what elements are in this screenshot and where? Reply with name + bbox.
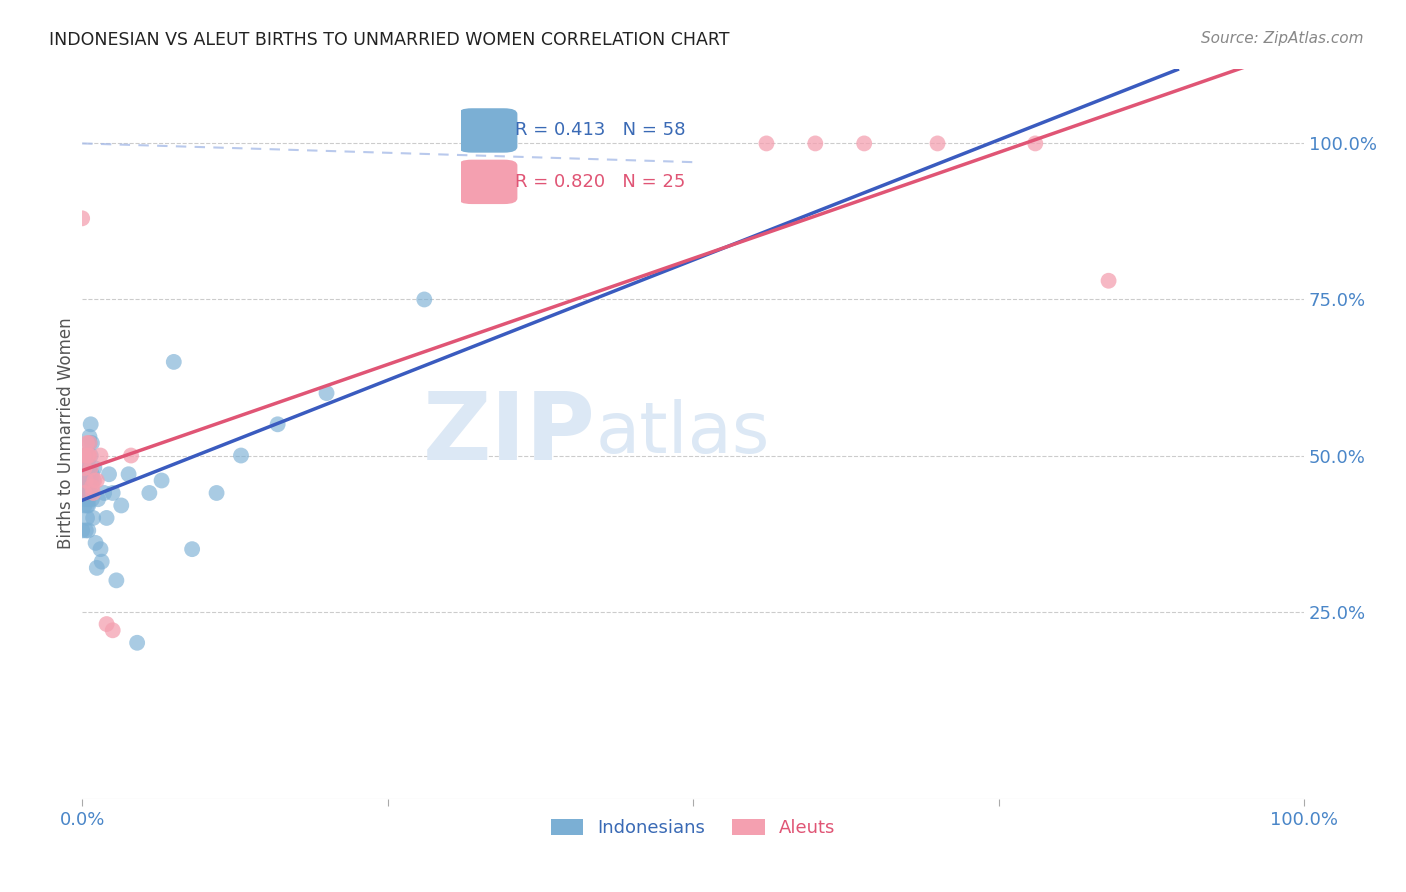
Point (75, 486, 97, 500)
Point (75, 449, 97, 463)
Point (80, 492, 103, 507)
Point (86, 561, 108, 575)
Point (80, 467, 103, 482)
Point (1097, 274, 1119, 288)
Text: INDONESIAN VS ALEUT BIRTHS TO UNMARRIED WOMEN CORRELATION CHART: INDONESIAN VS ALEUT BIRTHS TO UNMARRIED … (49, 31, 730, 49)
Point (96, 511, 118, 525)
Point (96, 617, 118, 632)
Point (80, 461, 103, 475)
Point (120, 449, 142, 463)
Point (79, 474, 101, 488)
Point (266, 417, 288, 432)
Point (76, 499, 98, 513)
Point (79, 486, 101, 500)
Point (105, 574, 128, 588)
Point (75, 455, 97, 469)
Point (80, 480, 103, 494)
Point (98, 467, 121, 482)
Point (101, 486, 124, 500)
Point (76, 486, 98, 500)
Point (80, 449, 103, 463)
Point (205, 486, 228, 500)
Point (150, 474, 173, 488)
Point (82, 511, 104, 525)
Point (80, 417, 103, 432)
Point (73, 499, 96, 513)
Point (229, 449, 252, 463)
Legend: Indonesians, Aleuts: Indonesians, Aleuts (543, 812, 844, 845)
Point (315, 386, 337, 401)
Point (79, 436, 101, 450)
Point (89, 542, 111, 557)
Point (77, 449, 100, 463)
Point (927, 136, 949, 151)
Point (755, 136, 778, 151)
Point (72, 474, 94, 488)
Point (79, 461, 101, 475)
Point (127, 636, 149, 650)
Point (72, 449, 94, 463)
Point (79, 449, 101, 463)
Point (76, 436, 98, 450)
Point (89, 449, 111, 463)
Point (70, 211, 93, 226)
Point (79, 430, 101, 444)
Point (70, 524, 93, 538)
Point (76, 474, 98, 488)
Point (110, 499, 132, 513)
Point (75, 474, 97, 488)
Point (76, 511, 98, 525)
Point (413, 293, 436, 307)
Point (76, 449, 98, 463)
Point (82, 486, 104, 500)
Point (73, 486, 96, 500)
Text: atlas: atlas (595, 400, 769, 468)
Point (93, 486, 115, 500)
Point (181, 542, 204, 557)
Point (75, 474, 97, 488)
Point (86, 474, 108, 488)
Point (75, 524, 97, 538)
Point (853, 136, 876, 151)
Point (73, 467, 96, 482)
Point (77, 524, 100, 538)
Point (117, 467, 139, 482)
Point (80, 436, 103, 450)
Text: Source: ZipAtlas.com: Source: ZipAtlas.com (1201, 31, 1364, 46)
Point (77, 449, 100, 463)
Point (87, 492, 110, 507)
Text: ZIP: ZIP (422, 388, 595, 480)
Point (80, 474, 103, 488)
Point (80, 486, 103, 500)
Point (90, 555, 112, 569)
Point (77, 486, 100, 500)
Point (79, 436, 101, 450)
Y-axis label: Births to Unmarried Women: Births to Unmarried Women (58, 318, 75, 549)
Point (77, 492, 100, 507)
Point (72, 449, 94, 463)
Point (73, 492, 96, 507)
Point (138, 486, 160, 500)
Point (83, 474, 105, 488)
Point (83, 461, 105, 475)
Point (804, 136, 827, 151)
Point (1024, 136, 1046, 151)
Point (84, 536, 107, 550)
Point (77, 467, 100, 482)
Point (73, 461, 96, 475)
Point (77, 499, 100, 513)
Point (101, 624, 124, 638)
Point (163, 355, 186, 369)
Point (82, 474, 104, 488)
